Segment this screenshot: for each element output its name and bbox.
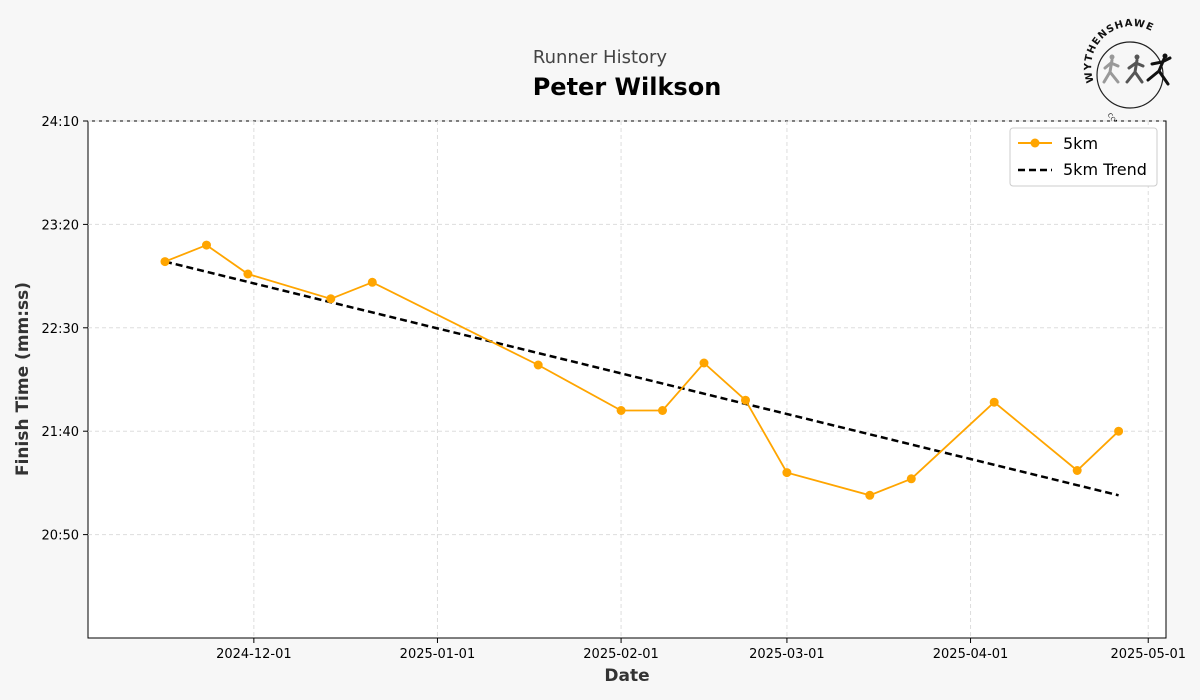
legend-marker-5km xyxy=(1030,138,1040,148)
data-point-5km xyxy=(782,468,792,478)
x-tick-label: 2025-02-01 xyxy=(583,647,659,662)
data-point-5km xyxy=(906,474,916,484)
legend-label-5km: 5km xyxy=(1063,134,1098,153)
x-axis-label: Date xyxy=(604,666,649,686)
logo-name: WYTHENSHAWE xyxy=(1083,18,1155,84)
data-point-5km xyxy=(616,406,626,415)
data-point-5km xyxy=(326,294,336,304)
x-tick-label: 2024-12-01 xyxy=(216,647,292,662)
series-line-5km xyxy=(164,244,1120,497)
y-tick-label: 21:40 xyxy=(42,425,79,440)
y-tick-label: 20:50 xyxy=(42,529,79,544)
data-point-5km xyxy=(533,360,543,370)
x-tick-label: 2025-01-01 xyxy=(400,647,476,662)
x-tick-label: 2025-03-01 xyxy=(749,647,825,662)
y-tick-label: 22:30 xyxy=(42,322,79,337)
x-tick-label: 2025-05-01 xyxy=(1110,647,1186,662)
grid-lines xyxy=(88,120,1166,638)
data-point-5km xyxy=(699,358,709,368)
legend-label-trend: 5km Trend xyxy=(1063,160,1147,179)
data-point-5km xyxy=(243,269,253,279)
series-layer xyxy=(160,240,1124,500)
y-axis-label: Finish Time (mm:ss) xyxy=(13,282,33,476)
chart-title: Peter Wilkson xyxy=(533,73,722,101)
x-axis-ticks: 2024-12-01 2025-01-01 2025-02-01 2025-03-01… xyxy=(216,638,1186,662)
series-line-5km-trend xyxy=(164,260,1119,497)
y-tick-label: 23:20 xyxy=(42,218,79,233)
data-point-5km xyxy=(202,240,211,250)
data-point-5km xyxy=(367,277,377,287)
data-point-5km xyxy=(658,406,667,415)
data-point-5km xyxy=(160,257,170,267)
club-logo: WYTHENSHAWE COMMUNITY RUN xyxy=(1083,18,1172,134)
runner-figures-icon xyxy=(1102,53,1172,86)
data-point-5km xyxy=(1114,426,1124,436)
y-axis-ticks: 20:50 21:40 22:30 23:20 24:10 xyxy=(42,115,88,544)
legend: 5km 5km Trend xyxy=(1009,127,1158,187)
y-tick-label: 24:10 xyxy=(42,115,79,130)
x-tick-label: 2025-04-01 xyxy=(933,647,1009,662)
data-point-5km xyxy=(865,490,875,500)
data-point-5km xyxy=(1072,466,1082,475)
data-point-5km xyxy=(989,397,999,407)
data-point-5km xyxy=(741,395,750,405)
plot-area xyxy=(87,120,1167,639)
chart-subtitle: Runner History xyxy=(533,47,668,68)
